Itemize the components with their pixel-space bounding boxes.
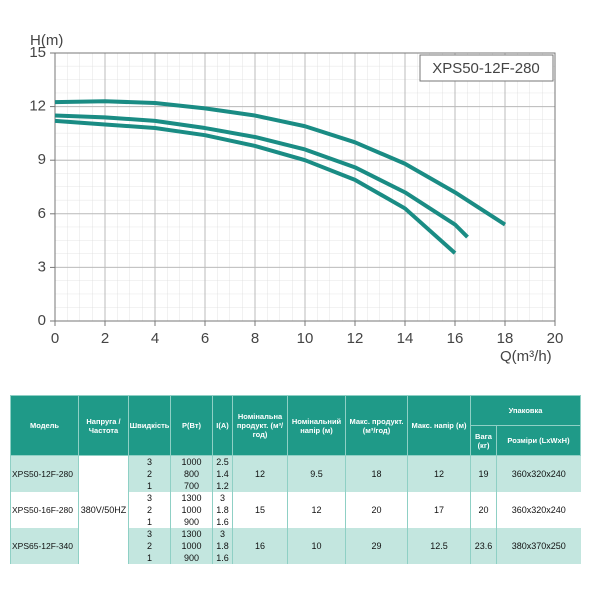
table-cell: 20 <box>470 492 497 528</box>
spec-table: Модель Напруга /Частота Швидкість P(Вт) … <box>10 395 582 564</box>
y-tick-label: 6 <box>38 205 46 222</box>
table-row: 2 800 1.4 <box>11 468 581 480</box>
header-cell: Номінальний напір (м) <box>287 395 346 456</box>
table-cell: 12.5 <box>407 528 471 564</box>
header-cell: Вага (кг) <box>470 425 497 456</box>
table-cell: 1300 <box>170 492 213 504</box>
table-cell: 3 <box>128 492 171 504</box>
x-tick-label: 20 <box>547 330 564 347</box>
y-tick-label: 15 <box>29 44 46 61</box>
table-cell: 1000 <box>170 540 213 552</box>
annotation-box <box>419 54 554 82</box>
table-cell: 12 <box>407 455 471 492</box>
table-cell: 20 <box>345 492 408 528</box>
table-cell: XPS50-16F-280 <box>10 492 79 528</box>
annotation: XPS50-12F-280 <box>432 60 540 77</box>
curve <box>54 113 469 239</box>
table-cell: 10 <box>287 528 346 564</box>
table-cell: 380V/50HZ <box>78 455 129 564</box>
table-cell: 1.8 <box>212 540 233 552</box>
x-tick-label: 6 <box>201 330 209 347</box>
x-tick-label: 4 <box>151 330 159 347</box>
header-cell: Номінальна продукт. (м³/год) <box>232 395 288 456</box>
table-row: 1 700 1.2 <box>11 480 581 492</box>
x-tick-label: 18 <box>497 330 514 347</box>
curve <box>54 118 457 255</box>
table-cell: 1000 <box>170 504 213 516</box>
header-cell: I(A) <box>212 395 233 456</box>
table-cell: 17 <box>407 492 471 528</box>
header-cell: Макс. продукт. (м³/год) <box>345 395 408 456</box>
table-cell: 2 <box>128 540 171 552</box>
x-tick-label: 12 <box>347 330 364 347</box>
table-cell: XPS50-12F-280 <box>10 455 79 492</box>
table-cell: 360x320x240 <box>495 455 581 492</box>
table-cell: 9.5 <box>287 455 346 492</box>
table-row: XPS50-16F-280 3 1300 3 15 12 20 17 20 360x320x240 <box>10 492 581 528</box>
y-tick-label: 9 <box>38 151 46 168</box>
header-cell: Розміри (LxWxH) <box>495 425 582 456</box>
x-tick-label: 2 <box>101 330 109 347</box>
x-tick-label: 16 <box>447 330 464 347</box>
table-cell: 1.2 <box>212 480 233 492</box>
table-cell: 3 <box>212 528 233 540</box>
y-tick-label: 3 <box>38 258 46 275</box>
table-cell: 1 <box>128 480 171 492</box>
table-cell: 1000 <box>170 455 213 468</box>
table-cell: 23.6 <box>470 528 497 564</box>
chart: H(m) Q(m³/h) XPS50-12F-280 0 3 6 9 12 15 0 2 4 6 8… <box>29 32 564 365</box>
header-cell: Макс. напір (м) <box>407 395 471 456</box>
table-cell: 18 <box>345 455 408 492</box>
table-row: XPS50-12F-280 380V/50HZ 3 1000 2.5 12 9.5 18 12 1… <box>10 455 581 564</box>
table-cell: 12 <box>287 492 346 528</box>
table-cell: 1 <box>128 516 171 528</box>
curve <box>54 99 507 227</box>
table-row: 1 900 1.6 <box>11 516 581 528</box>
table-cell: 3 <box>128 528 171 540</box>
x-tick-label: 0 <box>51 330 59 347</box>
header-cell: Модель <box>10 395 79 456</box>
table-cell: 1300 <box>170 528 213 540</box>
table-cell: 1.8 <box>212 504 233 516</box>
y-axis-label: H(m) <box>30 32 63 49</box>
table-cell: 29 <box>345 528 408 564</box>
table-cell: 1.4 <box>212 468 233 480</box>
table-row: XPS65-12F-340 3 1300 3 16 10 29 12.5 23.6 380x370… <box>10 528 581 564</box>
header-cell: Швидкість <box>128 395 171 456</box>
table-cell: 2.5 <box>212 455 233 468</box>
table-cell: 1 <box>128 552 171 564</box>
table-cell: 800 <box>170 468 213 480</box>
table-cell: 2 <box>128 504 171 516</box>
table-cell: 380x370x250 <box>495 528 581 564</box>
table-cell: 15 <box>232 492 288 528</box>
table-cell: 2 <box>128 468 171 480</box>
table-cell: XPS65-12F-340 <box>10 528 79 564</box>
y-tick-label: 0 <box>38 312 46 329</box>
table-cell: 19 <box>470 455 497 492</box>
header-cell: Напруга /Частота <box>78 395 129 456</box>
header-cell: P(Вт) <box>170 395 213 456</box>
table-cell: 900 <box>170 552 213 564</box>
table-cell: 16 <box>232 528 288 564</box>
y-tick-label: 12 <box>29 98 46 115</box>
table-cell: 12 <box>232 455 288 492</box>
table-cell: 900 <box>170 516 213 528</box>
table-cell: 1.6 <box>212 516 233 528</box>
table-cell: 3 <box>212 492 233 504</box>
table-cell: 700 <box>170 480 213 492</box>
table-row: 1 900 1.6 <box>11 552 581 564</box>
x-tick-label: 10 <box>297 330 314 347</box>
x-tick-label: 8 <box>251 330 259 347</box>
table-cell: 1.6 <box>212 552 233 564</box>
x-tick-label: 14 <box>397 330 414 347</box>
table-cell: 360x320x240 <box>495 492 581 528</box>
table-cell: 3 <box>128 455 171 468</box>
header-cell: Упаковка <box>469 395 582 426</box>
table-row: 2 1000 1.8 <box>11 540 581 552</box>
x-axis-label: Q(m³/h) <box>500 348 552 365</box>
table-row: 2 1000 1.8 <box>11 504 581 516</box>
